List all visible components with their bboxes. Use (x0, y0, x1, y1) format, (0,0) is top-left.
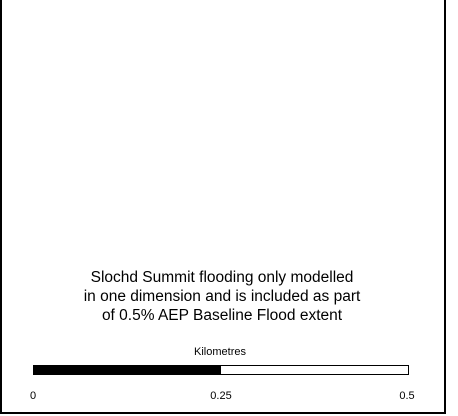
map-note-line-2: in one dimension and is included as part (83, 288, 361, 305)
scale-bar-segment-white (221, 366, 408, 374)
scale-bar-label-0-5: 0.5 (399, 390, 415, 402)
scale-bar-label-0: 0 (29, 390, 37, 402)
scale-bar (33, 365, 409, 375)
scale-bar-label-0-25: 0.25 (210, 390, 232, 402)
scale-bar-title: Kilometres (194, 346, 246, 358)
map-note-line-3: of 0.5% AEP Baseline Flood extent (101, 307, 343, 324)
map-note-line-1: Slochd Summit flooding only modelled (90, 269, 354, 286)
map-frame (0, 0, 446, 414)
map-note: Slochd Summit flooding only modelled in … (12, 268, 432, 325)
scale-bar-segment-black (34, 366, 221, 374)
